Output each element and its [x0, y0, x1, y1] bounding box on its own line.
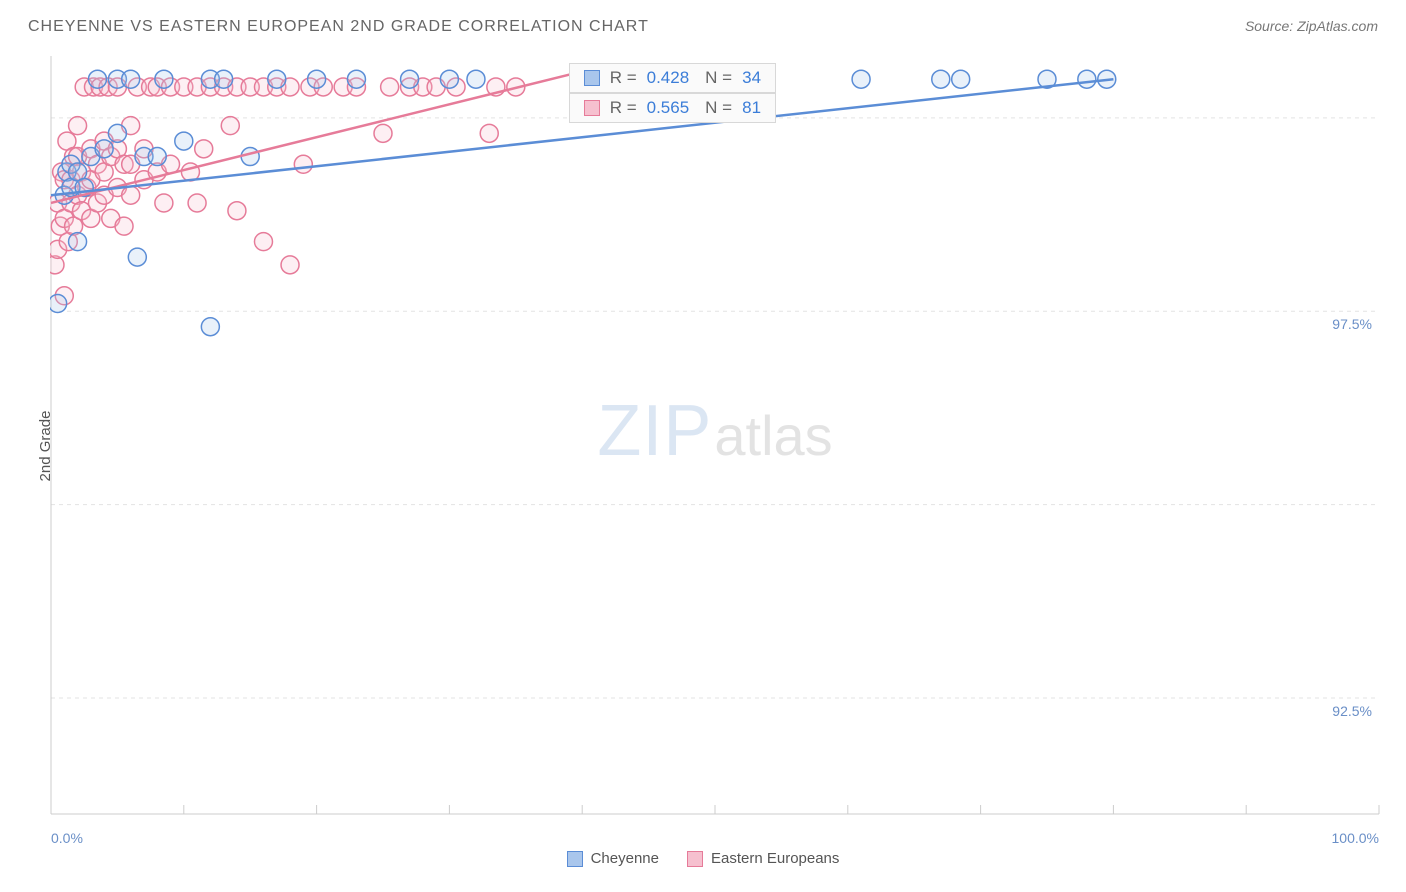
r-value: 0.565 — [647, 98, 690, 118]
stats-legend-box: R = 0.428 N = 34 R = 0.565 N = 81 — [569, 63, 776, 123]
n-label: N = — [705, 68, 732, 88]
stats-row-eastern: R = 0.565 N = 81 — [569, 93, 776, 123]
square-icon — [567, 851, 583, 867]
square-icon — [584, 70, 600, 86]
r-label: R = — [610, 98, 637, 118]
x-tick-label: 0.0% — [51, 830, 83, 846]
bottom-legend: Cheyenne Eastern Europeans — [0, 850, 1406, 867]
source-label: Source: ZipAtlas.com — [1245, 18, 1378, 34]
n-value: 81 — [742, 98, 761, 118]
legend-item-eastern: Eastern Europeans — [687, 850, 839, 867]
n-label: N = — [705, 98, 732, 118]
legend-item-cheyenne: Cheyenne — [567, 850, 659, 867]
r-label: R = — [610, 68, 637, 88]
legend-label: Cheyenne — [591, 850, 659, 867]
scatter-chart: 92.5% 97.5% — [50, 55, 1380, 815]
svg-text:92.5%: 92.5% — [1332, 703, 1372, 719]
x-tick-label: 100.0% — [1332, 830, 1379, 846]
square-icon — [584, 100, 600, 116]
header: CHEYENNE VS EASTERN EUROPEAN 2ND GRADE C… — [28, 18, 1378, 36]
legend-label: Eastern Europeans — [711, 850, 839, 867]
chart-container: CHEYENNE VS EASTERN EUROPEAN 2ND GRADE C… — [0, 0, 1406, 892]
r-value: 0.428 — [647, 68, 690, 88]
chart-title: CHEYENNE VS EASTERN EUROPEAN 2ND GRADE C… — [28, 18, 649, 36]
stats-row-cheyenne: R = 0.428 N = 34 — [569, 63, 776, 93]
square-icon — [687, 851, 703, 867]
plot-area: 92.5% 97.5% R = 0.428 N = 34 R = 0.565 N … — [50, 55, 1380, 815]
svg-text:97.5%: 97.5% — [1332, 316, 1372, 332]
n-value: 34 — [742, 68, 761, 88]
